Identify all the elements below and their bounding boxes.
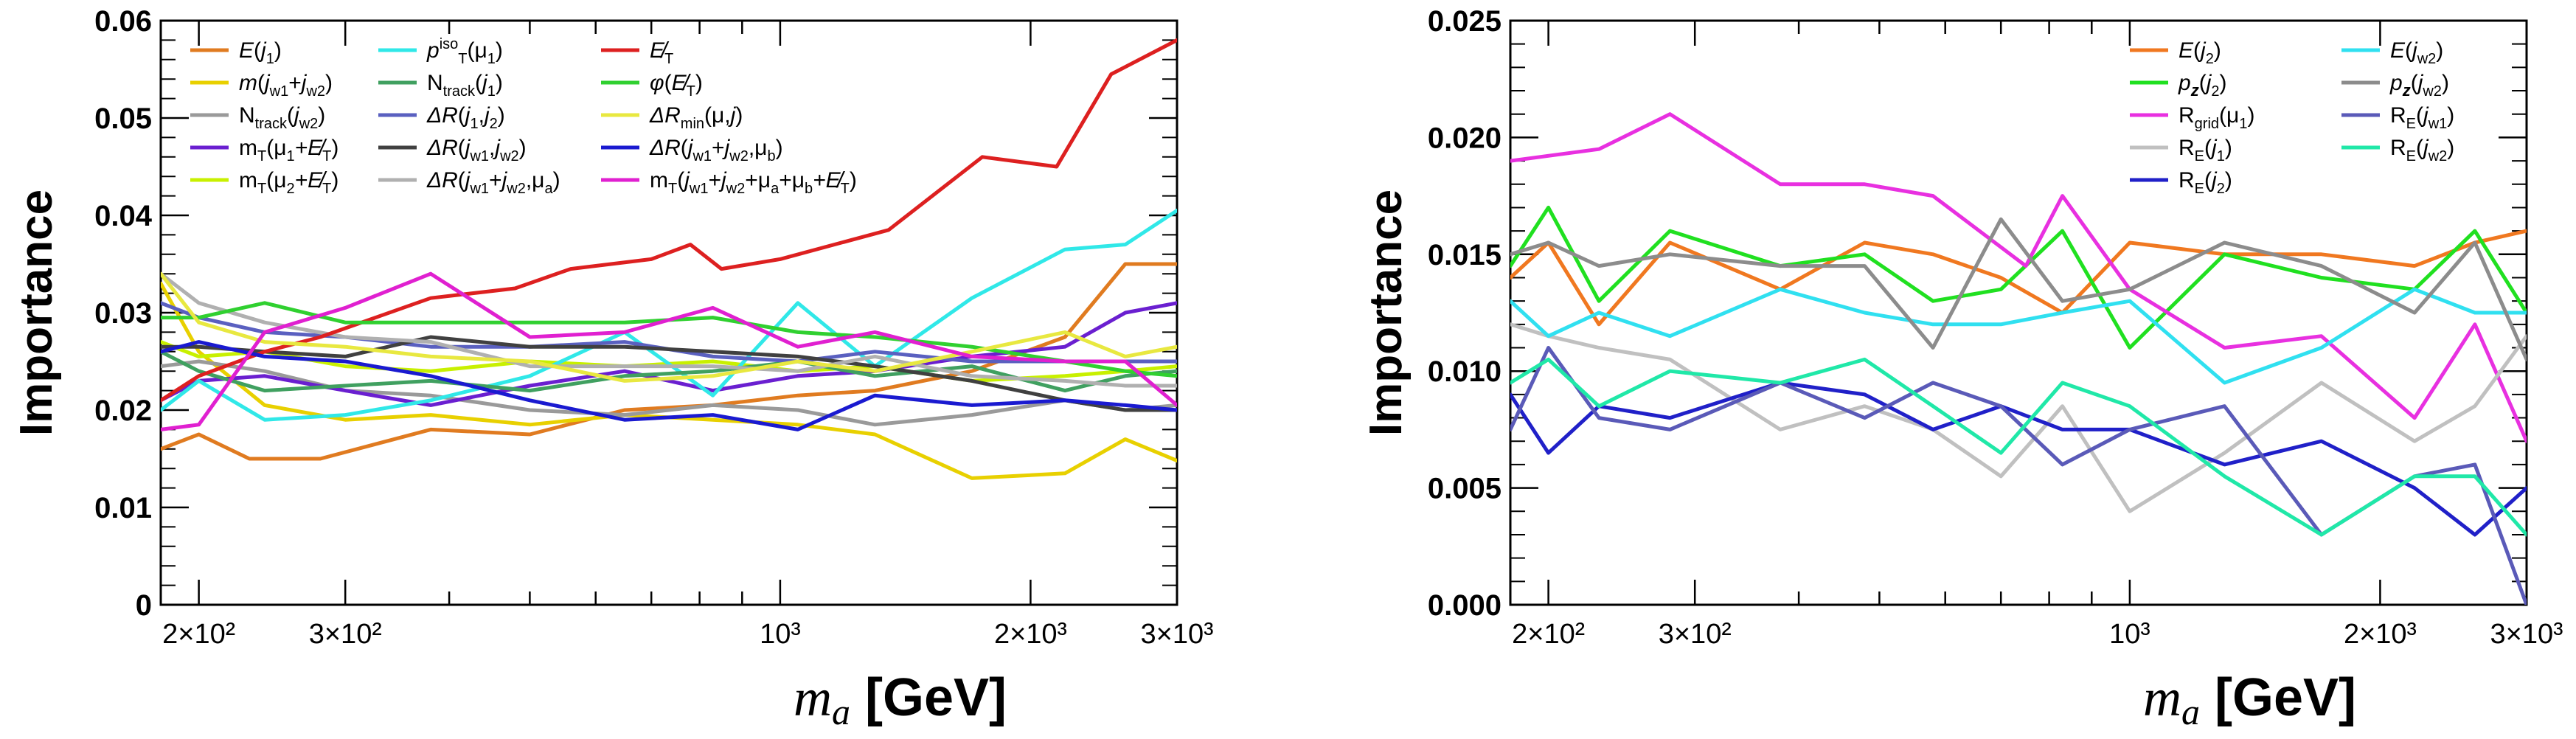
legend-label: RE(jw1) <box>2390 103 2454 132</box>
series-group <box>1510 112 2527 605</box>
series-line-re-j1 <box>1510 322 2527 513</box>
x-tick-label: 10³ <box>2109 617 2150 650</box>
legend-label: E(j2) <box>2179 38 2221 67</box>
legend-label: E̸T <box>650 38 673 67</box>
y-tick-label: 0.03 <box>94 297 152 330</box>
series-line-r-jw1-jw2-b <box>161 340 1177 431</box>
y-tick-label: 0.000 <box>1428 589 1501 622</box>
legend-label: E(jw2) <box>2390 38 2443 67</box>
legend-label: φ(E̸T) <box>650 71 703 100</box>
legend-label: ΔR(jw1+jw2,μa) <box>426 168 560 197</box>
series-line-e-j1 <box>161 262 1177 461</box>
legend-label: mT(μ1+E̸T) <box>239 136 339 164</box>
y-axis-label: Importance <box>1361 190 1412 436</box>
legend-label: Ntrack(jw2) <box>239 103 325 132</box>
x-tick-label: 2×10² <box>1512 617 1585 650</box>
legend-label: E(j1) <box>239 38 282 67</box>
legend-label: pisoT(μ1) <box>426 36 503 67</box>
series-group <box>161 38 1177 480</box>
left-panel: 0 0.01 0.02 0.03 0.04 0.05 0.06 2×10² 3×10² 10³ 2×… <box>11 5 1213 732</box>
y-axis-label: Importance <box>11 190 62 436</box>
y-tick-label: 0.02 <box>94 395 152 427</box>
series-line-pz-j2 <box>1510 205 2527 350</box>
legend-label: pz(jw2) <box>2389 71 2449 100</box>
series-line-rmin-j <box>161 271 1177 383</box>
legend-label: Rgrid(μ1) <box>2179 103 2254 132</box>
x-tick-label: 3×10² <box>1659 617 1732 650</box>
legend-label: m(jw1+jw2) <box>239 71 333 100</box>
series-line-e-j2 <box>1510 229 2527 327</box>
x-axis-label: ma [GeV] <box>2143 668 2356 732</box>
legend-label: pz(j2) <box>2178 71 2226 100</box>
legend-label: ΔR(jw1+jw2,μb) <box>649 136 783 164</box>
series-line-e-jw2 <box>1510 287 2527 385</box>
series-line-r-jw1-jw2 <box>161 335 1177 412</box>
y-tick-label: 0 <box>136 589 152 622</box>
y-tick-label: 0.025 <box>1428 5 1501 38</box>
series-line-re-jw2 <box>1510 357 2527 537</box>
y-tick-label: 0.04 <box>94 200 153 232</box>
y-tick-label: 0.010 <box>1428 355 1501 388</box>
legend-label: mT(μ2+E̸T) <box>239 168 339 197</box>
legend-label: ΔR(j1,j2) <box>426 103 505 132</box>
series-line-pz-jw2 <box>1510 217 2527 361</box>
series-line-r-jw1-jw2-a <box>161 271 1177 388</box>
x-tick-label: 2×10² <box>162 617 235 650</box>
legend-label: ΔRmin(μ,j) <box>649 103 743 132</box>
y-tick-label: 0.005 <box>1428 473 1501 505</box>
y-tick-label: 0.05 <box>94 103 152 135</box>
legend-label: mT(jw1+jw2+μa+μb+E̸T) <box>650 168 857 197</box>
legend-label: RE(jw2) <box>2390 136 2454 164</box>
legend-label: Ntrack(j1) <box>427 71 503 100</box>
series-line-ntrack-j1 <box>161 350 1177 393</box>
right-panel: 0.000 0.005 0.010 0.015 0.020 0.025 2×10² 3×10²… <box>1361 5 2563 732</box>
legend-label: ΔR(jw1,jw2) <box>426 136 527 164</box>
x-tick-label: 10³ <box>760 617 801 650</box>
y-tick-label: 0.020 <box>1428 122 1501 154</box>
x-tick-label: 2×10³ <box>2344 617 2417 650</box>
y-tick-label: 0.01 <box>94 492 152 524</box>
x-tick-label: 3×10² <box>309 617 382 650</box>
x-axis-label: ma [GeV] <box>794 668 1007 732</box>
series-line-mt-jw1-jw2-a-b-e-t <box>161 271 1177 431</box>
x-tick-label: 3×10³ <box>2490 617 2563 650</box>
legend-label: RE(j1) <box>2179 136 2232 164</box>
series-line-ptiso-1 <box>161 208 1177 422</box>
series-line-mt-1-e-t <box>161 301 1177 407</box>
y-tick-label: 0.06 <box>94 5 152 38</box>
x-tick-label: 3×10³ <box>1141 617 1214 650</box>
x-tick-label: 2×10³ <box>994 617 1067 650</box>
y-tick-label: 0.015 <box>1428 239 1501 271</box>
series-line-rgrid-1 <box>1510 112 2527 443</box>
legend-label: RE(j2) <box>2179 168 2232 197</box>
